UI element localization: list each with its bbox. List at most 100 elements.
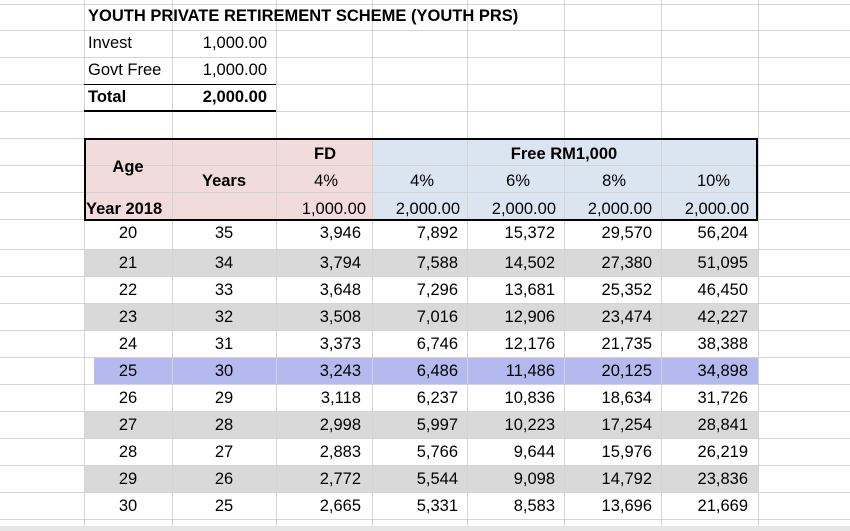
header-border-top: [84, 138, 758, 140]
cell-value[interactable]: 51,095: [697, 254, 748, 272]
cell-age[interactable]: 20: [118, 224, 138, 242]
cell-value[interactable]: 2,883: [319, 443, 361, 461]
cell-value[interactable]: 7,296: [416, 281, 458, 299]
cell-value[interactable]: 6,746: [416, 335, 458, 353]
cell-value[interactable]: 38,388: [697, 335, 748, 353]
gridline-horizontal: [0, 249, 850, 250]
cell-value[interactable]: 12,176: [504, 335, 555, 353]
cell-value[interactable]: 5,331: [416, 497, 458, 515]
cell-age[interactable]: 25: [118, 362, 138, 380]
cell-value[interactable]: 27,380: [601, 254, 652, 272]
cell-value[interactable]: 10,836: [504, 389, 555, 407]
cell-age[interactable]: 26: [118, 389, 138, 407]
cell-value[interactable]: 20,125: [601, 362, 652, 380]
header-free-amount: 2,000.00: [491, 200, 556, 218]
cell-value[interactable]: 2,772: [319, 470, 361, 488]
cell-years[interactable]: 30: [214, 362, 234, 380]
header-year: Year 2018: [86, 200, 163, 218]
header-fd: FD: [314, 145, 336, 163]
cell-value[interactable]: 3,508: [319, 308, 361, 326]
cell-value[interactable]: 11,486: [505, 362, 555, 380]
cell-value[interactable]: 9,644: [513, 443, 555, 461]
cell-value[interactable]: 23,474: [601, 308, 652, 326]
cell-value[interactable]: 3,243: [319, 362, 361, 380]
cell-value[interactable]: 7,016: [416, 308, 458, 326]
cell-age[interactable]: 27: [118, 416, 138, 434]
cell-years[interactable]: 26: [214, 470, 234, 488]
cell-value[interactable]: 21,669: [697, 497, 748, 515]
cell-value[interactable]: 34,898: [697, 362, 748, 380]
gridline-horizontal: [0, 411, 850, 412]
cell-value[interactable]: 2,665: [319, 497, 361, 515]
cell-age[interactable]: 24: [118, 335, 138, 353]
cell-years[interactable]: 25: [214, 497, 234, 515]
cell-value[interactable]: 13,696: [601, 497, 652, 515]
header-free-amount: 2,000.00: [395, 200, 460, 218]
cell-years[interactable]: 32: [214, 308, 234, 326]
cell-value[interactable]: 28,841: [697, 416, 748, 434]
cell-value[interactable]: 56,204: [697, 224, 748, 242]
cell-value[interactable]: 5,997: [416, 416, 458, 434]
cell-value[interactable]: 21,735: [601, 335, 652, 353]
cell-age[interactable]: 30: [118, 497, 138, 515]
gridline-vertical: [372, 0, 373, 526]
gridline-vertical: [84, 0, 85, 526]
cell-value[interactable]: 15,976: [601, 443, 652, 461]
cell-value[interactable]: 9,098: [513, 470, 555, 488]
fd-header-fill: [86, 139, 372, 220]
cell-value[interactable]: 3,946: [319, 224, 361, 242]
cell-value[interactable]: 25,352: [601, 281, 652, 299]
cell-value[interactable]: 14,792: [601, 470, 652, 488]
cell-years[interactable]: 35: [214, 224, 234, 242]
cell-years[interactable]: 33: [214, 281, 234, 299]
header-free-rate: 6%: [506, 172, 530, 190]
cell-age[interactable]: 23: [118, 308, 138, 326]
cell-value[interactable]: 5,544: [416, 470, 458, 488]
cell-value[interactable]: 6,486: [416, 362, 458, 380]
header-border-left: [84, 138, 86, 221]
cell-years[interactable]: 28: [214, 416, 234, 434]
cell-value[interactable]: 23,836: [697, 470, 748, 488]
cell-value[interactable]: 42,227: [697, 308, 748, 326]
cell-value[interactable]: 17,254: [601, 416, 652, 434]
cell-value[interactable]: 46,450: [697, 281, 748, 299]
gridline-horizontal: [0, 357, 850, 358]
cell-value[interactable]: 18,634: [601, 389, 652, 407]
cell-value[interactable]: 31,726: [697, 389, 748, 407]
summary-label: Govt Free: [88, 61, 162, 79]
gridline-horizontal: [0, 276, 850, 277]
header-free-amount: 2,000.00: [684, 200, 749, 218]
cell-years[interactable]: 29: [214, 389, 234, 407]
cell-value[interactable]: 5,766: [416, 443, 458, 461]
cell-value[interactable]: 3,373: [319, 335, 361, 353]
gridline-vertical: [564, 0, 565, 526]
cell-value[interactable]: 10,223: [504, 416, 555, 434]
cell-years[interactable]: 31: [214, 335, 234, 353]
cell-value[interactable]: 14,502: [504, 254, 555, 272]
cell-years[interactable]: 34: [214, 254, 234, 272]
cell-value[interactable]: 13,681: [504, 281, 555, 299]
cell-value[interactable]: 12,906: [504, 308, 555, 326]
cell-value[interactable]: 3,794: [319, 254, 361, 272]
gridline-vertical: [172, 0, 173, 526]
header-border-right: [756, 138, 758, 221]
cell-age[interactable]: 28: [118, 443, 138, 461]
cell-age[interactable]: 29: [118, 470, 138, 488]
cell-age[interactable]: 22: [118, 281, 138, 299]
header-border-bottom: [84, 219, 758, 221]
header-free-group: Free RM1,000: [510, 145, 618, 163]
cell-age[interactable]: 21: [118, 254, 138, 272]
cell-value[interactable]: 3,118: [320, 389, 361, 407]
sheet-scrollbar[interactable]: [0, 526, 850, 531]
cell-value[interactable]: 7,588: [416, 254, 458, 272]
cell-value[interactable]: 3,648: [319, 281, 361, 299]
cell-value[interactable]: 29,570: [601, 224, 652, 242]
cell-value[interactable]: 26,219: [697, 443, 748, 461]
cell-value[interactable]: 8,583: [513, 497, 555, 515]
cell-value[interactable]: 15,372: [504, 224, 555, 242]
cell-value[interactable]: 7,892: [416, 224, 458, 242]
cell-value[interactable]: 6,237: [416, 389, 458, 407]
cell-value[interactable]: 2,998: [319, 416, 361, 434]
cell-years[interactable]: 27: [214, 443, 234, 461]
